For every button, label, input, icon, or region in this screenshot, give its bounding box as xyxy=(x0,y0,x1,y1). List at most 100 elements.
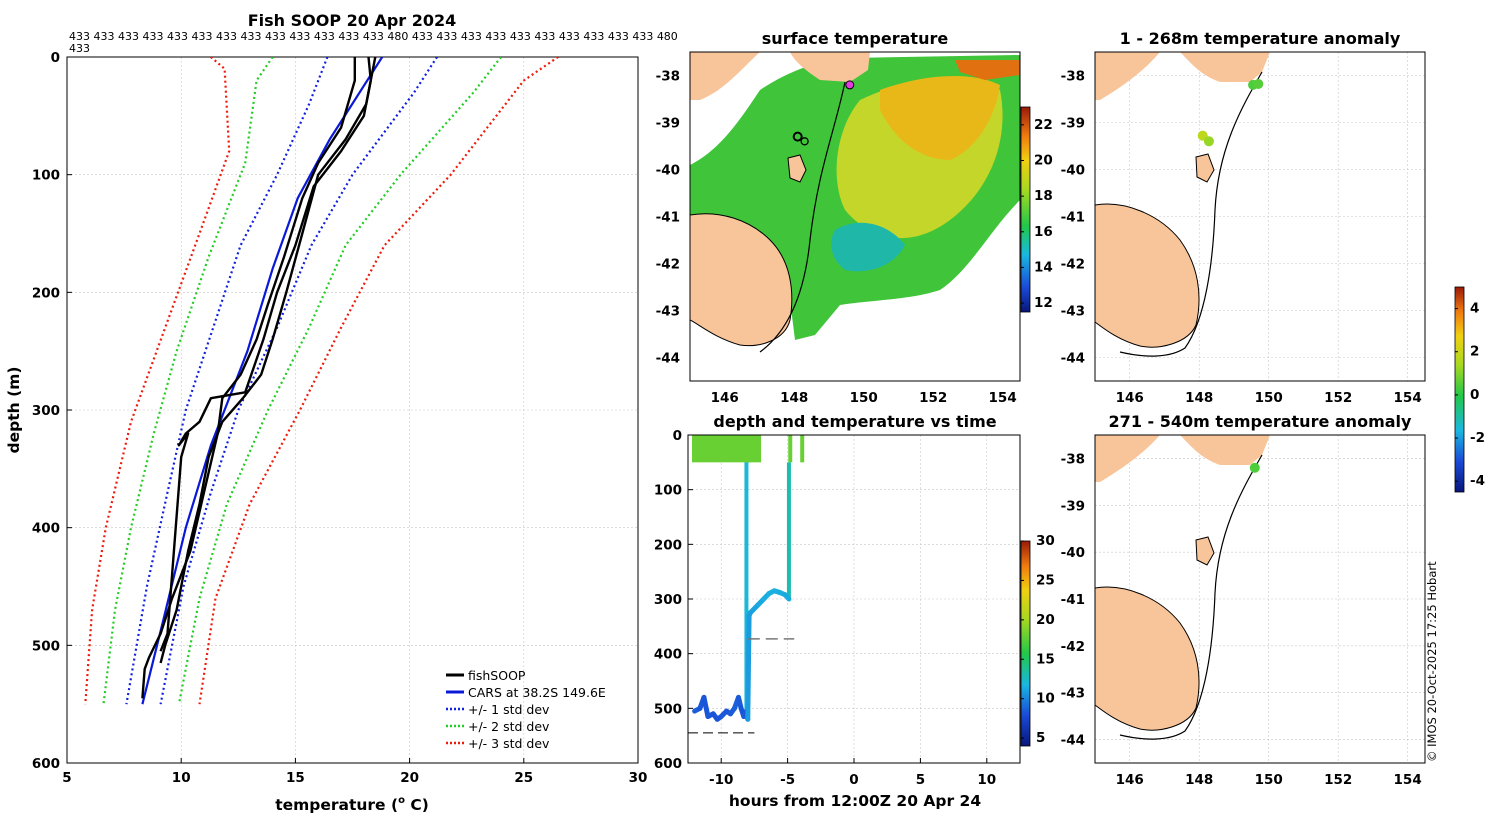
x-tick-label: 5 xyxy=(916,772,925,788)
y-tick-label: -39 xyxy=(1061,116,1085,132)
colorbar-tick-label: 4 xyxy=(1470,301,1479,317)
profile-y-axis: 0 100 200 300 400 500 600 xyxy=(32,50,72,772)
y-tick-label: -41 xyxy=(656,210,680,226)
profile-y-label: depth (m) xyxy=(5,367,23,454)
x-tick-label: 152 xyxy=(1324,772,1352,788)
x-tick-label: 10 xyxy=(977,772,996,788)
legend-label-cars: CARS at 38.2S 149.6E xyxy=(468,685,606,700)
profile-title: Fish SOOP 20 Apr 2024 xyxy=(248,11,457,30)
land-tasmania xyxy=(1095,586,1200,731)
y-tick-label: 200 xyxy=(654,537,682,553)
land-victoria-east xyxy=(790,52,870,82)
vessel-position-marker xyxy=(845,80,855,90)
anomaly-shallow-axes: 146 148 150 152 154 -38 -39 -40 -41 -42 -43 -44 xyxy=(1061,69,1422,407)
temperature-colorbar xyxy=(1020,540,1031,747)
profile-grid xyxy=(66,56,639,764)
colorbar-tick-label: 25 xyxy=(1036,572,1055,588)
sst-colorbar xyxy=(1020,106,1031,313)
colorbar-tick-label: -2 xyxy=(1470,430,1485,446)
y-tick-label: -41 xyxy=(1061,592,1085,608)
anomaly-shallow-title: 1 - 268m temperature anomaly xyxy=(1120,29,1401,48)
y-tick-label: -44 xyxy=(1061,733,1085,749)
series-line--2-std xyxy=(177,57,502,705)
anomaly-shallow-map xyxy=(1095,52,1270,357)
y-tick-label: -39 xyxy=(1061,498,1085,514)
anomaly-shallow-frame xyxy=(1094,51,1426,382)
colorbar-tick-label: 12 xyxy=(1034,295,1053,311)
anomaly-shallow-points xyxy=(1197,78,1264,147)
y-tick-label: -43 xyxy=(1061,686,1085,702)
anomaly-deep-points xyxy=(1249,462,1260,473)
sst-field-cyan xyxy=(831,222,905,272)
y-tick-label: -42 xyxy=(656,257,680,273)
x-tick-label: 148 xyxy=(780,390,808,406)
track-segment xyxy=(745,612,752,722)
y-tick-label: 600 xyxy=(32,756,60,772)
surface-map-title: surface temperature xyxy=(762,29,949,48)
surface-data-spike xyxy=(788,435,793,463)
y-tick-label: -44 xyxy=(656,351,680,367)
x-tick-label: 30 xyxy=(629,770,648,786)
colorbar-tick-label: 5 xyxy=(1036,730,1045,746)
y-tick-label: -38 xyxy=(1061,69,1085,85)
x-tick-label: 15 xyxy=(286,770,305,786)
land-tasmania xyxy=(690,213,793,347)
x-tick-label: 154 xyxy=(989,390,1017,406)
timeline-panel: depth and temperature vs time -10 -5 0 5 100… xyxy=(654,412,1055,810)
profile-cast-ids-wrap: 433 xyxy=(69,42,90,55)
profile-panel: Fish SOOP 20 Apr 2024 433 433 433 433 43… xyxy=(5,11,678,814)
y-tick-label: 600 xyxy=(654,756,682,772)
land-flinders-island xyxy=(1195,536,1215,566)
y-tick-label: 400 xyxy=(654,647,682,663)
series-line--3-std xyxy=(198,57,559,705)
colorbar-tick-label: -4 xyxy=(1470,473,1485,489)
colorbar-tick-label: 16 xyxy=(1034,224,1053,240)
x-tick-label: 25 xyxy=(514,770,533,786)
x-tick-label: 152 xyxy=(919,390,947,406)
profile-cast-ids: 433 433 433 433 433 433 433 433 433 433 … xyxy=(69,30,678,43)
y-tick-label: 0 xyxy=(51,50,60,66)
profile-x-axis: 5 10 15 20 25 30 xyxy=(62,758,647,786)
y-tick-label: -42 xyxy=(1061,639,1085,655)
x-tick-label: -5 xyxy=(780,772,795,788)
y-tick-label: -42 xyxy=(1061,257,1085,273)
anomaly-deep-map xyxy=(1095,435,1270,740)
colorbar-tick-label: 20 xyxy=(1034,152,1053,168)
y-tick-label: 500 xyxy=(32,638,60,654)
y-tick-label: 200 xyxy=(32,285,60,301)
series-line--1-std xyxy=(159,57,438,705)
y-tick-label: -43 xyxy=(656,304,680,320)
x-tick-label: 146 xyxy=(711,390,739,406)
x-tick-label: 10 xyxy=(172,770,191,786)
anomaly-point xyxy=(1203,136,1214,147)
legend-label-std3: +/- 3 std dev xyxy=(468,736,550,751)
y-tick-label: 400 xyxy=(32,521,60,537)
anomaly-map-shallow-panel: 1 - 268m temperature anomaly 146 148 150 15… xyxy=(1061,29,1426,407)
y-tick-label: -38 xyxy=(656,69,680,85)
x-tick-label: 0 xyxy=(849,772,858,788)
shelf-contour xyxy=(1119,71,1263,357)
track-segment xyxy=(782,592,792,602)
land-victoria xyxy=(1095,435,1160,482)
land-flinders-island xyxy=(1195,153,1215,183)
series-line--3-std xyxy=(84,57,231,705)
track-segment xyxy=(701,694,711,720)
land-flinders-island xyxy=(787,154,807,183)
colorbar-tick-label: 0 xyxy=(1470,387,1479,403)
surface-map-area xyxy=(690,52,1020,381)
colorbar-tick-label: 2 xyxy=(1470,344,1479,360)
series-line-fishsoop-cast-1 xyxy=(141,57,356,699)
legend-label-std1: +/- 1 std dev xyxy=(468,702,550,717)
anomaly-deep-title: 271 - 540m temperature anomaly xyxy=(1109,412,1412,431)
cast-position-marker xyxy=(800,137,809,146)
surface-map-frame xyxy=(689,51,1021,382)
y-tick-label: 300 xyxy=(654,592,682,608)
sst-colorbar-ticks: 12 14 16 18 20 22 xyxy=(1021,117,1053,311)
timeline-plot-area xyxy=(688,435,805,734)
anomaly-point xyxy=(1253,78,1264,89)
shelf-contour xyxy=(759,81,846,353)
y-tick-label: 0 xyxy=(673,428,682,444)
shelf-contour xyxy=(1119,454,1263,740)
x-tick-label: 152 xyxy=(1324,390,1352,406)
colorbar-tick-label: 15 xyxy=(1036,651,1055,667)
